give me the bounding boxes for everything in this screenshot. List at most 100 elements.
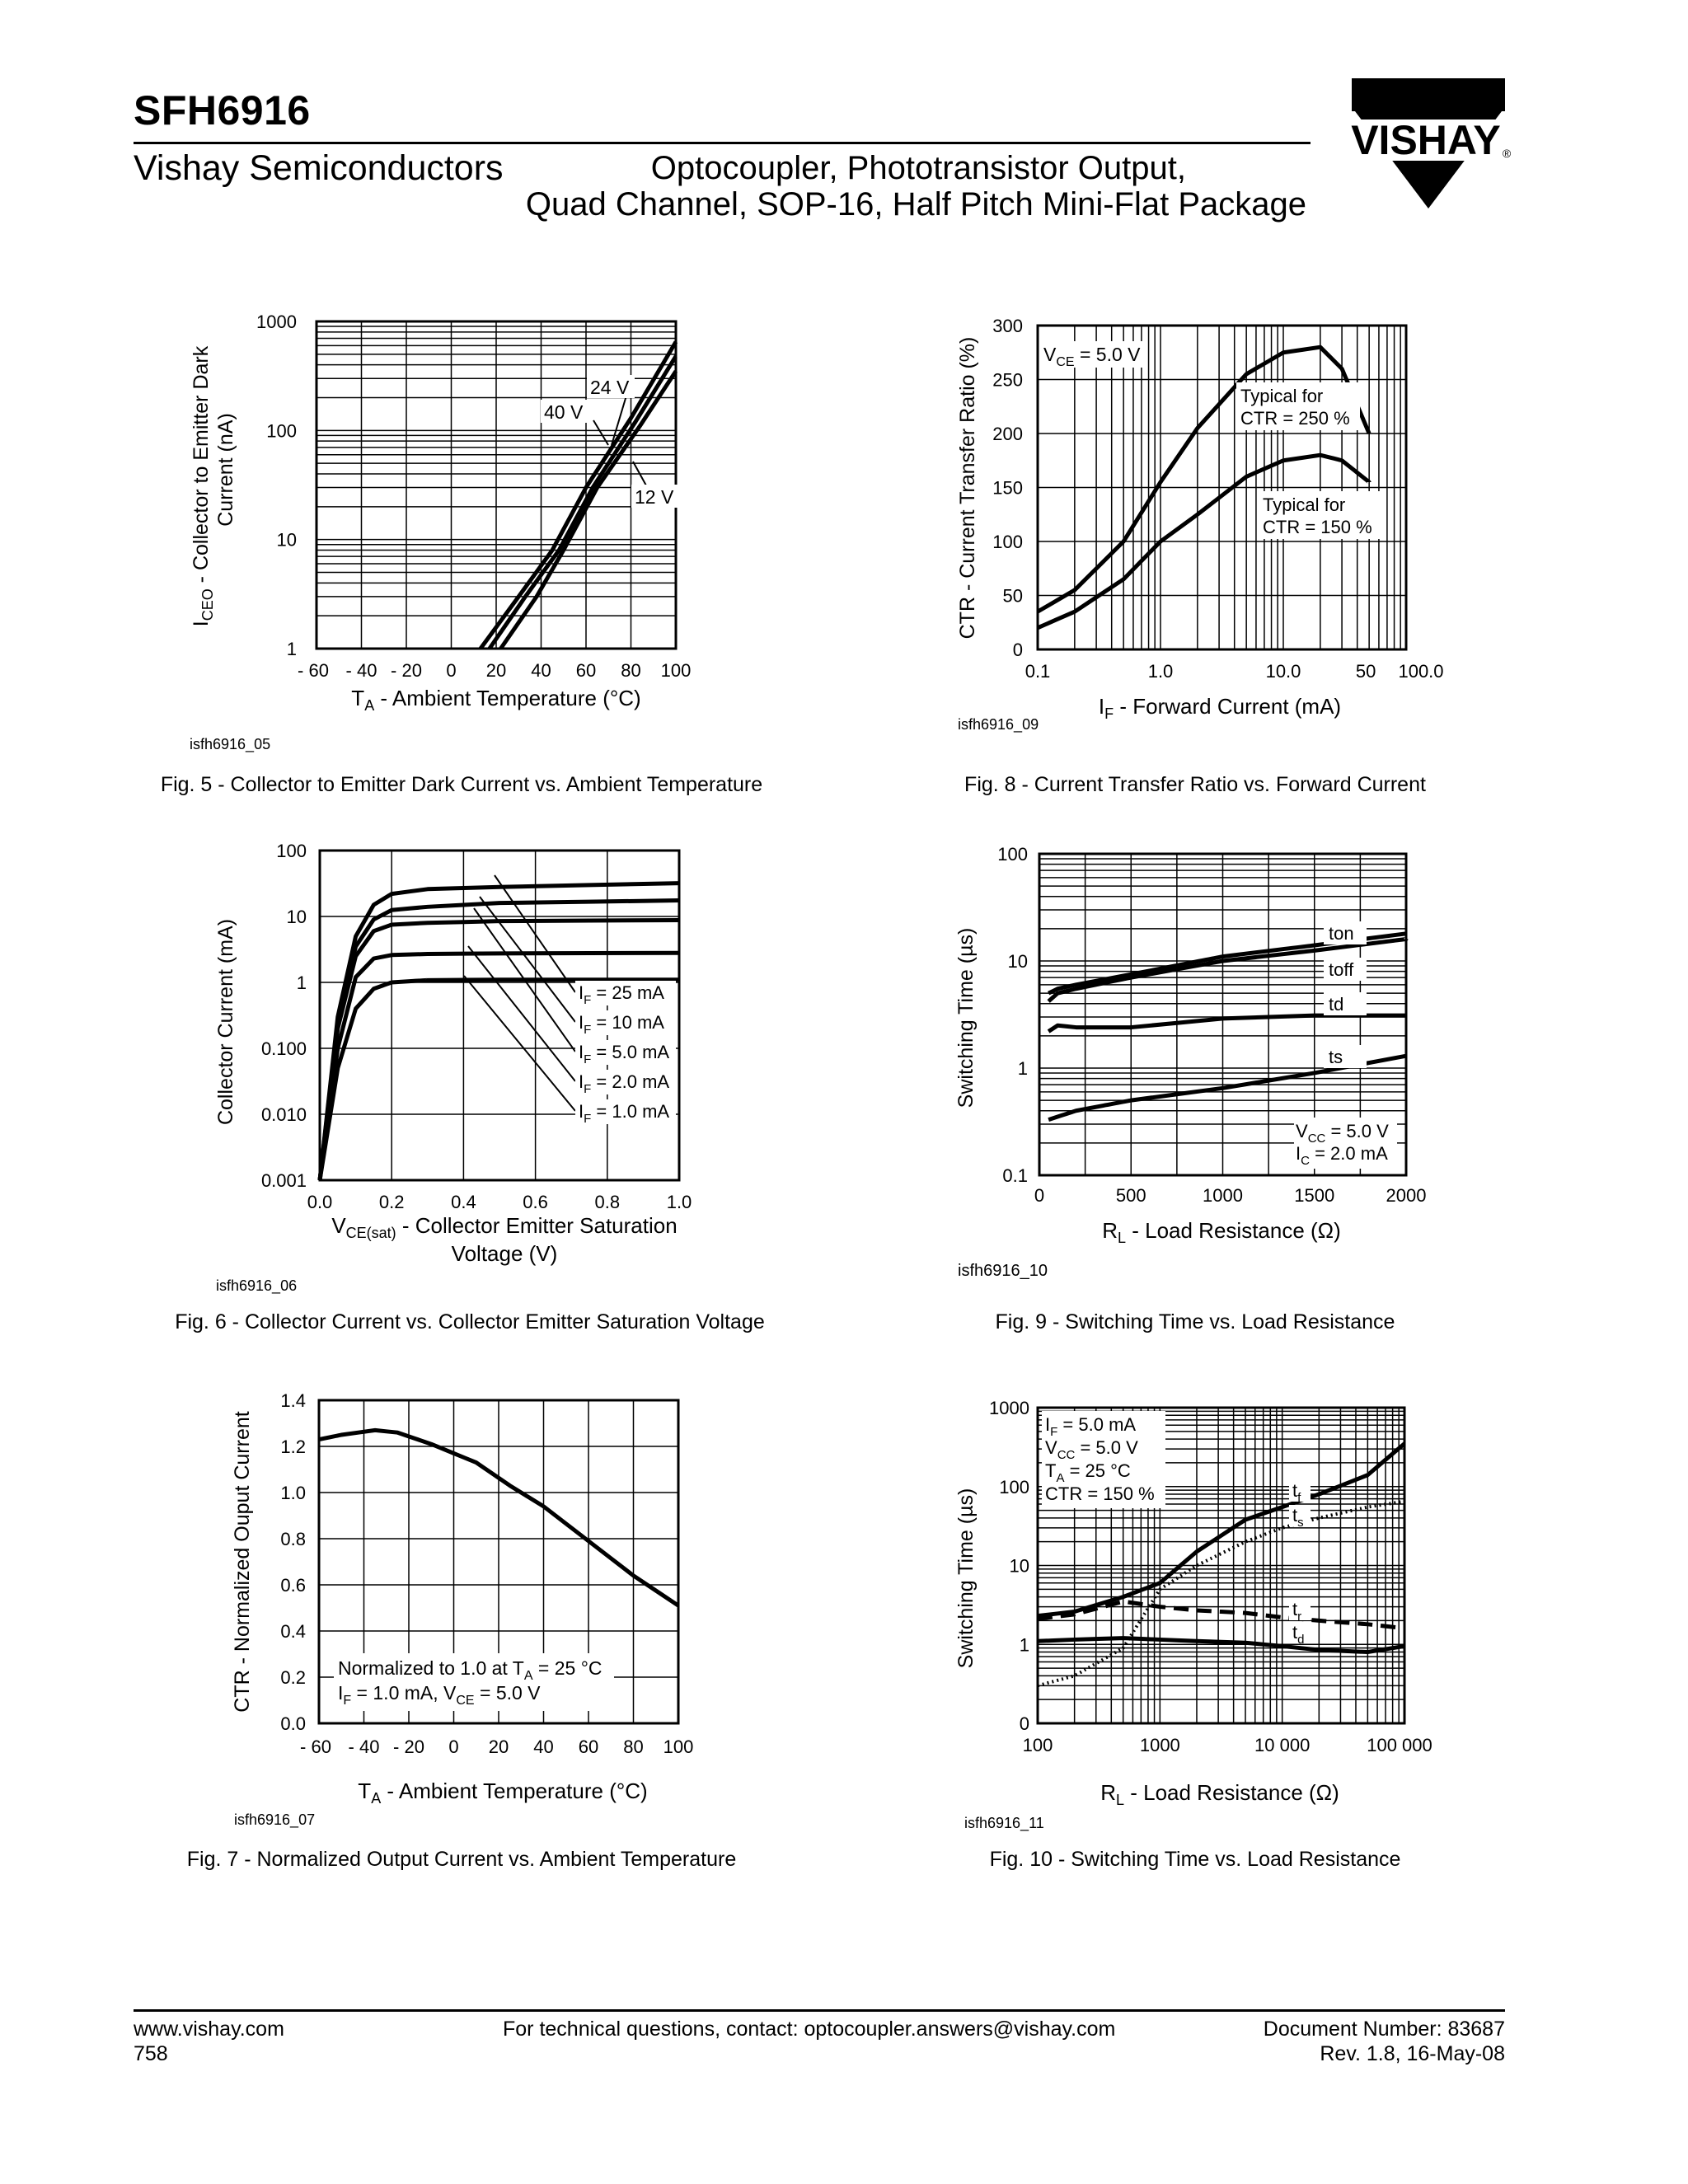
fig10-code: isfh6916_11 [964, 1815, 1044, 1832]
fig7-x-tick-label: - 20 [393, 1736, 424, 1757]
fig10-series-label-bg [1289, 1505, 1311, 1526]
fig8-x-label: IF - Forward Current (mA) [1099, 694, 1341, 722]
fig5-code: isfh6916_05 [190, 736, 270, 753]
fig6-x-label-2: Voltage (V) [452, 1241, 558, 1266]
fig7-y-tick-label: 0.6 [280, 1575, 306, 1596]
fig7-y-label: CTR - Normalized Ouput Current [231, 1411, 254, 1712]
fig7-y-tick-label: 1.2 [280, 1436, 306, 1457]
fig10-condition-sub: CC [1057, 1448, 1076, 1462]
fig5-x-tick-label: 100 [661, 660, 692, 681]
fig6-legend-item-b: = 2.0 mA [591, 1071, 669, 1092]
fig10-series-label: tf [1292, 1480, 1301, 1505]
fig6-legend-bg [575, 1070, 676, 1094]
fig9-series-ton [1048, 931, 1408, 996]
fig5-x-tick-label: 0 [446, 660, 456, 681]
fig10-series-label-a: t [1292, 1505, 1297, 1526]
fig5-label-40v: 40 V [544, 401, 584, 423]
fig10-series-label: tr [1292, 1599, 1301, 1624]
fig5-label-24v: 24 V [590, 377, 630, 398]
fig7-note-bg [334, 1653, 614, 1711]
fig6-x-label: VCE(sat) - Collector Emitter Saturation [331, 1213, 677, 1241]
fig9-code: isfh6916_10 [958, 1262, 1048, 1280]
fig9-cond-bg [1294, 1118, 1397, 1169]
part-number: SFH6916 [134, 87, 311, 134]
fig7-x-tick-label: 20 [489, 1736, 509, 1757]
fig10-condition-sub: A [1056, 1471, 1064, 1485]
fig6-legend-item-sub: F [584, 1023, 591, 1037]
fig6-legend-bg [575, 1099, 676, 1124]
fig8-caption: Fig. 8 - Current Transfer Ratio vs. Forw… [964, 773, 1426, 796]
fig6-y-tick-label: 0.010 [261, 1104, 307, 1125]
fig10-x-label: RL - Load Resistance (Ω) [1100, 1780, 1339, 1808]
footer-contact: For technical questions, contact: optoco… [503, 2018, 1115, 2041]
fig7-x-tick-label: 100 [663, 1736, 694, 1757]
fig9-series-td [1047, 1013, 1406, 1033]
fig7-plot-frame [317, 1399, 680, 1725]
fig7-x-tick-label: - 40 [349, 1736, 380, 1757]
fig7-y-tick-label: 1.4 [280, 1390, 306, 1411]
fig6-legend-bg [575, 981, 676, 1005]
fig5-label-bg [541, 400, 588, 423]
fig8-y-tick-label: 300 [992, 316, 1023, 336]
fig10-y-tick-label: 0 [1020, 1713, 1029, 1734]
fig5-y-tick-label: 1 [287, 639, 297, 659]
fig8-series-typical-for-ctr-150- [1036, 452, 1371, 630]
footer-revision: Rev. 1.8, 16-May-08 [1320, 2042, 1505, 2065]
fig5-label-bg [631, 485, 678, 508]
fig10-condition-a: CTR = 150 % [1045, 1483, 1155, 1504]
fig8-y-tick-label: 0 [1013, 640, 1023, 660]
fig10-series-label-bg [1289, 1480, 1311, 1502]
fig9-series-label-bg [1324, 921, 1367, 944]
fig10-series-label: td [1292, 1622, 1304, 1647]
fig8-y-tick-label: 150 [992, 478, 1023, 499]
fig8-x-tick-label: 10.0 [1266, 661, 1301, 682]
fig8-x-tick-label: 1.0 [1148, 661, 1174, 682]
header-rule [134, 142, 1311, 144]
footer-website[interactable]: www.vishay.com [134, 2018, 284, 2041]
footer-contact-email[interactable]: optocoupler.answers@vishay.com [804, 2018, 1116, 2041]
fig9-x-tick-label: 500 [1116, 1185, 1146, 1206]
fig6-legend-item-sub: F [584, 993, 591, 1007]
fig6-series-if-25-ma [317, 881, 680, 1181]
fig6-y-tick-label: 0.001 [261, 1170, 307, 1191]
fig10-x-tick-label: 1000 [1140, 1735, 1180, 1755]
fig9-series-label: ts [1329, 1047, 1343, 1067]
fig9-y-tick-label: 1 [1018, 1058, 1028, 1079]
fig9-series-label: ton [1329, 923, 1354, 944]
fig10-series-label-bg [1289, 1622, 1311, 1643]
fig10-series-label-sub: r [1297, 1610, 1301, 1624]
fig10-series-label-bg [1289, 1599, 1311, 1620]
fig7-series-normalized-ctr [318, 1427, 680, 1608]
fig7-y-tick-label: 0.8 [280, 1529, 306, 1549]
logo-text: VISHAY [1351, 117, 1501, 163]
fig10-y-label: Switching Time (µs) [954, 1488, 978, 1669]
logo-registered-mark: ® [1503, 147, 1512, 160]
fig7-x-tick-label: 0 [448, 1736, 458, 1757]
fig6-legend-item-b: = 25 mA [591, 982, 664, 1003]
fig5-x-tick-label: 40 [531, 660, 551, 681]
fig9-x-tick-label: 0 [1034, 1185, 1044, 1206]
fig9-y-tick-label: 0.1 [1002, 1165, 1028, 1186]
fig10-series-label-sub: s [1297, 1516, 1304, 1530]
fig7-caption: Fig. 7 - Normalized Output Current vs. A… [186, 1848, 737, 1871]
fig6-y-tick-label: 100 [276, 841, 307, 861]
fig7-y-tick-label: 0.2 [280, 1667, 306, 1688]
fig6-x-tick-label: 0.4 [451, 1192, 476, 1212]
fig8-y-tick-label: 50 [1003, 586, 1023, 607]
fig9-caption: Fig. 9 - Switching Time vs. Load Resista… [995, 1310, 1395, 1333]
fig6-code: isfh6916_06 [216, 1277, 297, 1295]
fig8-y-tick-label: 100 [992, 532, 1023, 552]
fig6-x-tick-label: 0.0 [307, 1192, 333, 1212]
fig6-legend-item: IF = 10 mA [579, 1012, 664, 1037]
fig5-caption: Fig. 5 - Collector to Emitter Dark Curre… [160, 773, 763, 796]
fig7-y-tick-label: 0.0 [280, 1713, 306, 1734]
fig6-legend-item-sub: F [584, 1052, 591, 1066]
fig7-note-line1: Normalized to 1.0 at TA = 25 °C [338, 1657, 603, 1683]
fig6-caption: Fig. 6 - Collector Current vs. Collector… [175, 1310, 765, 1333]
fig6-legend-item-sub: F [584, 1112, 591, 1126]
fig8-code: isfh6916_09 [958, 716, 1039, 733]
fig10-y-tick-label: 1 [1020, 1634, 1029, 1655]
fig6-y-tick-label: 10 [287, 907, 307, 927]
fig6-legend-item: IF = 1.0 mA [579, 1101, 669, 1126]
fig6-x-tick-label: 0.2 [379, 1192, 405, 1212]
